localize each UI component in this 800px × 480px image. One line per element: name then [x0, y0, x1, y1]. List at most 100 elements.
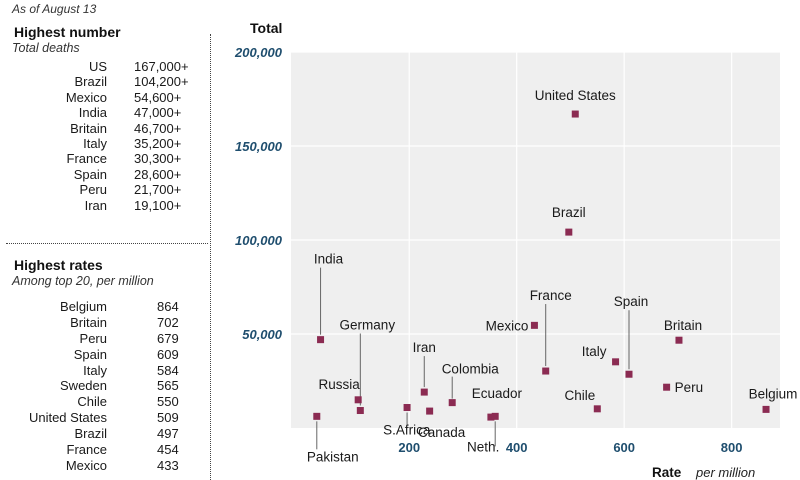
x-tick-label: 600 [613, 440, 635, 455]
data-point-marker [426, 407, 434, 415]
rates-row: Mexico 433 [0, 458, 205, 474]
data-point-marker [356, 407, 364, 415]
data-point-marker [542, 367, 550, 375]
deaths-value: 35,200+ [134, 135, 182, 151]
data-point-marker [491, 412, 499, 420]
data-point-marker [612, 358, 620, 366]
rates-row: Sweden 565 [0, 378, 205, 394]
rates-country: France [66, 442, 107, 458]
rates-row: Belgium 864 [0, 299, 205, 315]
y-tick-label: 200,000 [234, 45, 283, 60]
deaths-row: Mexico 54,600+ [0, 90, 205, 105]
data-point-label: Canada [418, 425, 466, 440]
deaths-row: France 30,300+ [0, 151, 205, 166]
y-tick-label: 100,000 [235, 233, 283, 248]
rates-country: Britain [70, 314, 107, 330]
y-axis-title: Total [250, 20, 282, 36]
data-point-label: Germany [340, 318, 396, 333]
data-point-marker [571, 110, 579, 118]
y-tick-label: 50,000 [242, 327, 283, 342]
data-point-label: Mexico [486, 318, 529, 333]
deaths-value: 104,200+ [134, 74, 189, 90]
rates-country: Mexico [65, 457, 107, 473]
rates-value: 584 [157, 362, 179, 378]
deaths-section-title: Highest number [14, 24, 121, 40]
data-point-marker [354, 396, 362, 404]
x-tick-label: 200 [398, 440, 420, 455]
data-point-marker [530, 321, 538, 329]
deaths-row: Brazil 104,200+ [0, 74, 205, 89]
data-point-marker [487, 413, 495, 421]
rates-country: United States [28, 410, 107, 426]
rates-country: Chile [77, 394, 107, 410]
rates-value: 702 [157, 314, 179, 330]
rates-row: Spain 609 [0, 347, 205, 363]
y-tick-label: 150,000 [235, 139, 283, 154]
data-point-marker [317, 336, 325, 344]
data-point-marker [403, 404, 411, 412]
rates-country: Brazil [74, 426, 107, 442]
deaths-value: 21,700+ [134, 182, 182, 198]
as-of-date: As of August 13 [12, 2, 97, 16]
rates-country: Belgium [60, 299, 107, 314]
data-point-label: Brazil [552, 205, 586, 220]
data-point-label: Italy [582, 344, 607, 359]
data-point-label: United States [535, 88, 616, 103]
data-markers [313, 110, 770, 421]
deaths-country: France [66, 151, 107, 167]
rates-row: Italy 584 [0, 363, 205, 379]
rates-value: 497 [157, 426, 179, 442]
ranking-panel: As of August 13 Highest number Total dea… [0, 0, 212, 480]
deaths-value: 28,600+ [134, 166, 182, 182]
data-point-label: Britain [664, 318, 702, 333]
data-point-label: France [530, 288, 572, 303]
data-point-marker [762, 405, 770, 413]
data-point-label: Spain [614, 294, 649, 309]
point-labels: United States Brazil India Britain MexicoFra… [307, 88, 798, 464]
rates-row: United States 509 [0, 410, 205, 426]
data-point-marker [448, 399, 456, 407]
deaths-section-subtitle: Total deaths [12, 41, 80, 55]
deaths-country: Spain [73, 166, 107, 182]
rates-country: Italy [83, 362, 107, 378]
grid-lines [291, 51, 780, 428]
data-point-label: Iran [413, 340, 436, 355]
deaths-row: US 167,000+ [0, 59, 205, 74]
data-point-marker [625, 370, 633, 378]
data-point-label: Neth. [467, 439, 499, 454]
data-point-marker [663, 383, 671, 391]
deaths-value: 167,000+ [134, 59, 189, 74]
rates-value: 509 [157, 410, 179, 426]
rates-country: Spain [73, 346, 107, 362]
data-point-label: S.Africa [383, 423, 431, 438]
label-leader-lines [316, 267, 630, 450]
data-point-marker [420, 388, 428, 396]
deaths-row: India 47,000+ [0, 105, 205, 120]
rates-country: Sweden [60, 378, 107, 394]
data-point-marker [565, 228, 573, 236]
rates-row: France 454 [0, 442, 205, 458]
deaths-country: Britain [70, 120, 107, 136]
rates-value: 550 [157, 394, 179, 410]
deaths-value: 46,700+ [134, 120, 182, 136]
rates-row: Britain 702 [0, 315, 205, 331]
data-point-label: Chile [565, 388, 596, 403]
rates-value: 565 [157, 378, 179, 394]
data-point-marker [313, 412, 321, 420]
section-divider [6, 243, 208, 244]
rates-section-title: Highest rates [14, 257, 103, 273]
deaths-row: Italy 35,200+ [0, 136, 205, 151]
x-tick-label: 400 [506, 440, 528, 455]
rates-row: Brazil 497 [0, 426, 205, 442]
data-point-label: India [314, 252, 344, 267]
rates-value: 609 [157, 346, 179, 362]
rates-value: 454 [157, 442, 179, 458]
data-point-label: Belgium [749, 386, 798, 401]
deaths-country: US [88, 59, 107, 74]
rates-row: Peru 679 [0, 331, 205, 347]
rates-row: Chile 550 [0, 394, 205, 410]
deaths-value: 30,300+ [134, 151, 182, 167]
data-point-marker [675, 336, 683, 344]
rates-list: Belgium 864 Britain 702 Peru 679 Spain 609 Italy… [0, 299, 205, 474]
